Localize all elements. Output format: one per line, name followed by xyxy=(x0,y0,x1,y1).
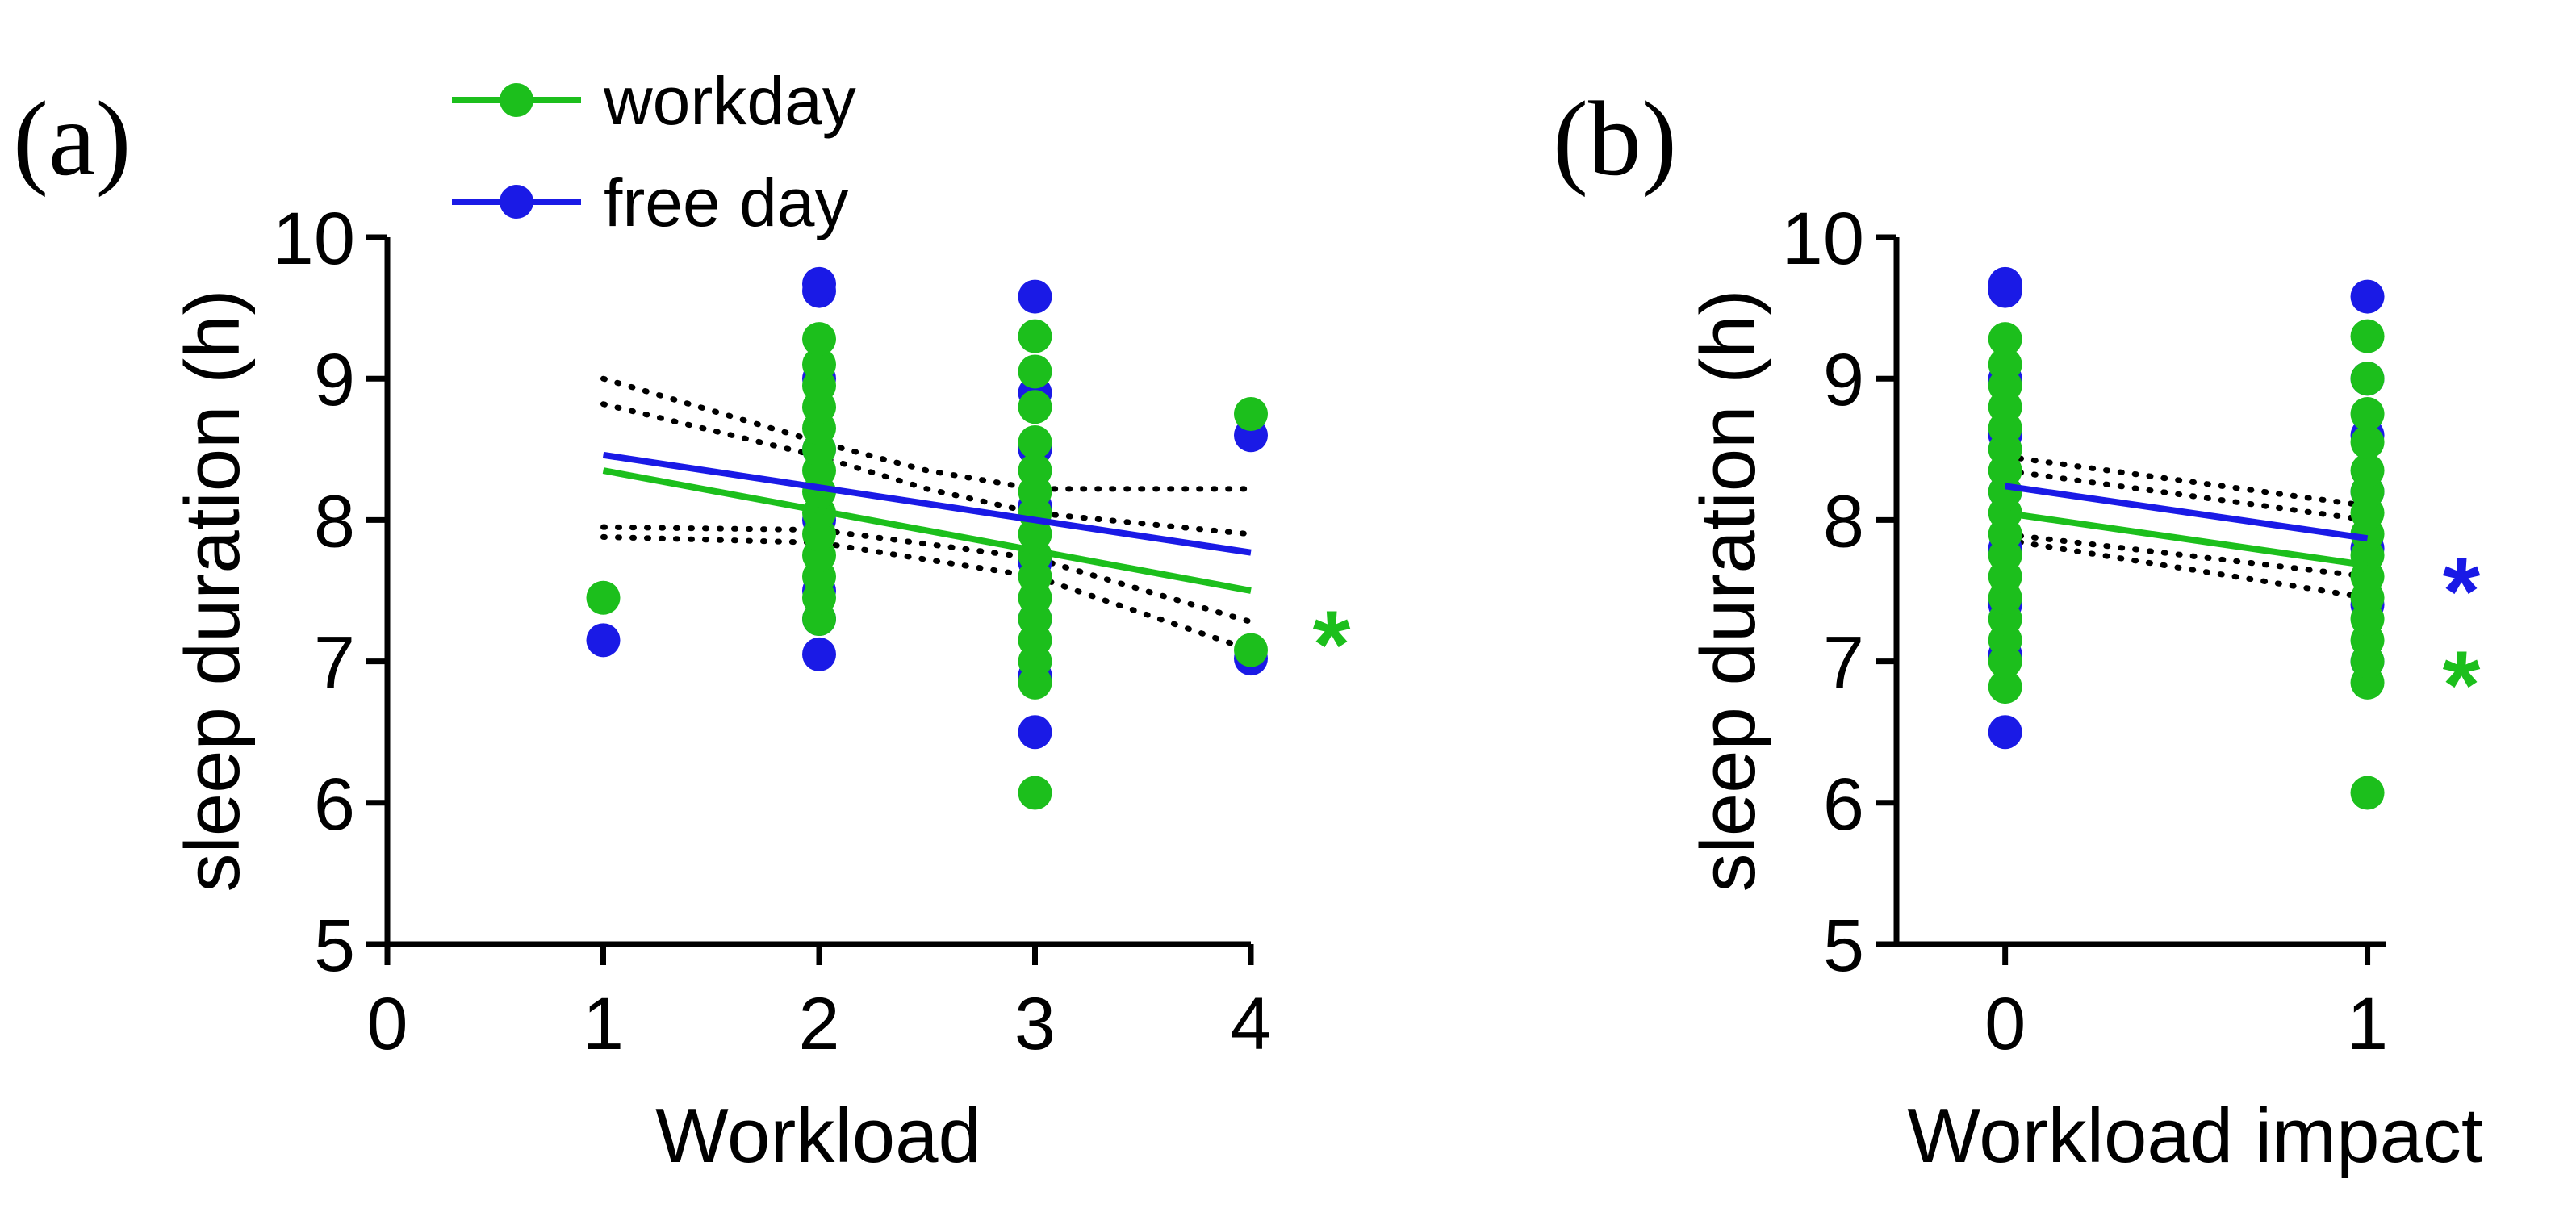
y-tick-label: 9 xyxy=(1823,339,1864,421)
workday-point xyxy=(1988,670,2022,704)
free-day-regression-line xyxy=(602,451,1252,556)
significance-marker-workday: * xyxy=(2443,631,2481,739)
x-axis-title: Workload xyxy=(655,1093,981,1179)
x-tick-label: 0 xyxy=(366,983,408,1065)
workday-point xyxy=(802,347,836,382)
confidence-band-line xyxy=(2002,454,2371,509)
workday-point xyxy=(1018,454,1052,488)
y-tick-label: 5 xyxy=(1823,905,1864,987)
workday-regression-line xyxy=(602,467,1252,594)
y-tick-label: 8 xyxy=(314,480,355,562)
workday-point xyxy=(2350,319,2385,353)
workday-regression-line xyxy=(2005,509,2369,569)
confidence-band-line xyxy=(2002,537,2371,601)
workday-point xyxy=(1018,354,1052,389)
confidence-band-line xyxy=(2002,531,2371,579)
workday-point xyxy=(2350,425,2385,460)
confidence-band-line xyxy=(600,533,1254,654)
y-tick-label: 6 xyxy=(314,763,355,846)
x-tick-label: 3 xyxy=(1014,983,1056,1065)
significance-marker-free-day: * xyxy=(2443,537,2481,646)
x-axis-title: Workload impact xyxy=(1907,1093,2482,1179)
legend-free-day-label: free day xyxy=(604,165,849,240)
workday-point xyxy=(1018,390,1052,424)
workday-point xyxy=(1234,397,1268,431)
x-tick-label: 1 xyxy=(583,983,624,1065)
y-tick-label: 10 xyxy=(273,198,355,280)
confidence-band-line xyxy=(600,375,1254,492)
panel-label: (a) xyxy=(13,79,132,198)
free-day-point xyxy=(1988,715,2022,750)
y-tick-label: 7 xyxy=(314,622,355,704)
y-tick-label: 9 xyxy=(314,339,355,421)
x-tick-label: 4 xyxy=(1230,983,1271,1065)
legend-workday-label: workday xyxy=(603,63,856,139)
y-tick-label: 5 xyxy=(314,905,355,987)
workday-point xyxy=(2350,362,2385,396)
workday-point xyxy=(1018,776,1052,810)
panel-a: (a) 5 6 7 8 9 10 0 1 2 3 4 Workload sleep duration (h… xyxy=(13,79,1351,1179)
panel-b: (b) 5 6 7 8 9 10 0 1 Workload impact sleep duratio… xyxy=(1553,79,2483,1179)
free-day-point xyxy=(2350,279,2385,314)
free-day-point xyxy=(802,637,836,671)
y-tick-label: 7 xyxy=(1823,622,1864,704)
legend: workday free day xyxy=(452,63,856,240)
free-day-point xyxy=(1018,279,1052,314)
x-tick-label: 2 xyxy=(798,983,839,1065)
workday-point xyxy=(1988,347,2022,382)
free-day-point xyxy=(1988,266,2022,301)
panel-label: (b) xyxy=(1553,79,1677,198)
significance-marker-workday: * xyxy=(1313,591,1351,699)
workday-point xyxy=(1234,633,1268,667)
legend-free-day-marker xyxy=(500,185,533,219)
y-tick-label: 10 xyxy=(1782,198,1864,280)
workday-point xyxy=(802,322,836,357)
free-day-point xyxy=(802,266,836,301)
workday-point xyxy=(1018,319,1052,353)
x-tick-label: 1 xyxy=(2347,983,2388,1065)
workday-point xyxy=(586,580,621,615)
free-day-point xyxy=(1018,715,1052,750)
confidence-band-line xyxy=(600,401,1254,537)
workday-point xyxy=(2350,776,2385,810)
workday-point xyxy=(1018,425,1052,460)
free-day-regression-line xyxy=(2005,483,2369,542)
y-axis-title: sleep duration (h) xyxy=(1685,289,1771,892)
confidence-band-line xyxy=(2002,467,2371,523)
y-tick-label: 6 xyxy=(1823,763,1864,846)
x-tick-label: 0 xyxy=(1984,983,2026,1065)
workday-point xyxy=(2350,397,2385,431)
free-day-point xyxy=(586,623,621,658)
workday-point xyxy=(2350,454,2385,488)
legend-workday-marker xyxy=(500,83,533,117)
y-axis-title: sleep duration (h) xyxy=(169,289,256,892)
workday-point xyxy=(1988,322,2022,357)
y-tick-label: 8 xyxy=(1823,480,1864,562)
